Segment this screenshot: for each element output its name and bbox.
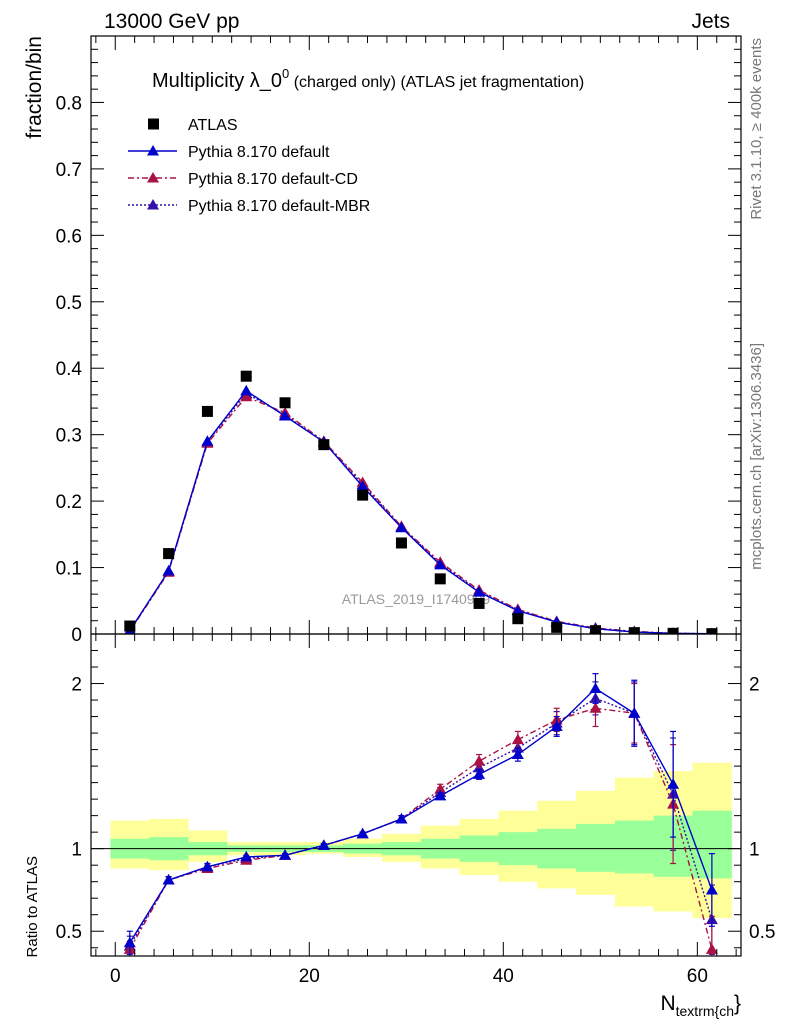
atlas-data-point — [434, 573, 446, 585]
atlas-data-point — [318, 439, 330, 451]
mcplots-label: mcplots.cern.ch [arXiv:1306.3436] — [748, 343, 765, 570]
analysis-watermark: ATLAS_2019_I1740909 — [342, 591, 491, 607]
plot-title: Multiplicity λ_00 (charged only) (ATLAS … — [152, 66, 584, 92]
main-series-point — [240, 384, 253, 396]
main-series-point — [434, 558, 447, 570]
ratio-y-axis-label: Ratio to ATLAS — [24, 856, 41, 957]
ratio-y-tick-label: 2 — [71, 675, 82, 696]
legend-entry-label: ATLAS — [188, 117, 238, 134]
ratio-series-point — [162, 874, 175, 885]
ratio-series-point — [356, 827, 369, 839]
legend-marker — [147, 199, 159, 210]
atlas-data-point — [124, 620, 136, 632]
main-series-point — [395, 521, 408, 533]
main-y-tick-label: 0.6 — [56, 226, 82, 247]
main-series-line — [129, 389, 712, 634]
ratio-y-tick-label: 1 — [71, 840, 82, 861]
ratio-series-point — [434, 789, 447, 801]
main-y-axis-label: fraction/bin — [23, 36, 46, 139]
main-y-tick-label: 0.4 — [56, 359, 83, 380]
atlas-data-point — [667, 627, 679, 634]
ratio-series-point — [667, 778, 680, 789]
atlas-data-point — [473, 597, 485, 609]
ratio-series-point — [511, 733, 524, 745]
atlas-data-point — [279, 397, 291, 409]
ratio-series-point — [511, 748, 524, 760]
ratio-series-layer — [123, 673, 718, 956]
ratio-series-line — [129, 687, 713, 944]
atlas-data-point — [163, 548, 175, 560]
x-tick-label: 20 — [299, 966, 320, 987]
ratio-series-point — [434, 783, 447, 794]
atlas-data-point — [240, 370, 252, 382]
x-tick-label: 40 — [493, 966, 514, 987]
x-axis-label: Ntextrm{ch} — [660, 992, 741, 1019]
ratio-y-tick-label: 0.5 — [56, 922, 82, 943]
ratio-y-tick-label-right: 2 — [749, 675, 760, 696]
ratio-series-point — [317, 839, 330, 850]
main-y-tick-label: 0.7 — [56, 160, 82, 181]
ratio-series-point — [123, 936, 136, 948]
ratio-series-point — [395, 812, 408, 824]
rivet-label: Rivet 3.1.10, ≥ 400k events — [748, 38, 765, 220]
x-tick-label: 0 — [110, 966, 121, 987]
atlas-data-point — [628, 627, 640, 634]
ratio-series-point — [473, 755, 486, 766]
legend-entry-label: Pythia 8.170 default-CD — [188, 171, 358, 188]
main-series-point — [279, 410, 292, 421]
ratio-series-point — [589, 682, 602, 693]
ratio-series-line — [129, 707, 713, 950]
ratio-series-point — [550, 720, 563, 731]
ratio-y-tick-label-right: 1 — [749, 840, 760, 861]
main-series-point — [356, 480, 369, 491]
main-series-layer — [124, 370, 718, 634]
main-series-line — [129, 392, 712, 634]
ratio-series-point — [705, 883, 718, 895]
ratio-uncertainty-bands — [110, 762, 732, 919]
main-series-point — [473, 586, 486, 597]
atlas-data-point — [551, 621, 563, 633]
energy-label: 13000 GeV pp — [104, 10, 239, 33]
legend: ATLAS Pythia 8.170 default Pythia 8.170 de… — [128, 117, 370, 215]
main-y-tick-label: 0.5 — [56, 293, 82, 314]
main-y-tick-label: 0 — [71, 625, 82, 646]
ratio-series-point — [201, 860, 214, 872]
process-label: Jets — [691, 10, 730, 33]
legend-marker — [147, 172, 159, 183]
ratio-series-point — [628, 707, 641, 718]
legend-entry-label: Pythia 8.170 default — [188, 144, 330, 161]
main-series-point — [201, 435, 214, 446]
axes-ticks: 00.10.20.30.40.50.60.70.80.5 0.51 12 20 20 40… — [56, 36, 775, 987]
ratio-band-inner — [614, 820, 655, 874]
ratio-band-inner — [576, 823, 616, 872]
atlas-data-point — [589, 625, 601, 634]
ratio-y-tick-label-right: 0.5 — [749, 922, 775, 943]
atlas-data-point — [706, 628, 718, 634]
main-y-tick-label: 0.2 — [56, 492, 82, 513]
main-y-tick-label: 0.1 — [56, 559, 82, 580]
atlas-data-point — [201, 405, 213, 417]
ratio-series-point — [705, 943, 718, 954]
legend-marker — [147, 145, 159, 156]
ratio-series-point — [473, 768, 486, 779]
main-y-tick-label: 0.8 — [56, 93, 82, 114]
ratio-series-point — [240, 850, 253, 862]
legend-marker-atlas — [148, 118, 159, 130]
main-series-point — [240, 390, 253, 402]
legend-entry-label: Pythia 8.170 default-MBR — [188, 198, 370, 215]
atlas-data-point — [357, 489, 369, 501]
ratio-series-point — [589, 702, 602, 713]
atlas-data-point — [395, 537, 407, 549]
main-y-tick-label: 0.3 — [56, 426, 82, 447]
ratio-series-point — [279, 849, 292, 860]
atlas-data-point — [512, 613, 524, 625]
ratio-series-line — [129, 697, 713, 947]
main-series-point — [162, 564, 175, 576]
x-tick-label: 60 — [687, 966, 708, 987]
ratio-panel-frame — [90, 633, 742, 957]
main-series-point — [511, 604, 524, 616]
